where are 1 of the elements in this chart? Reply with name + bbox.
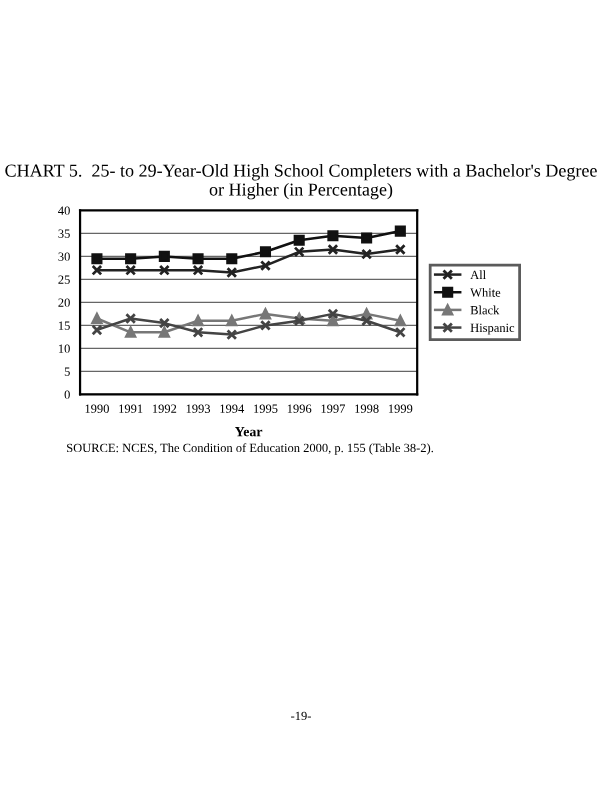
- chart-title: CHART 5. 25- to 29-Year-Old High School Completers with a Bachelor's Degree or Higher (in Percentage): [5, 164, 597, 200]
